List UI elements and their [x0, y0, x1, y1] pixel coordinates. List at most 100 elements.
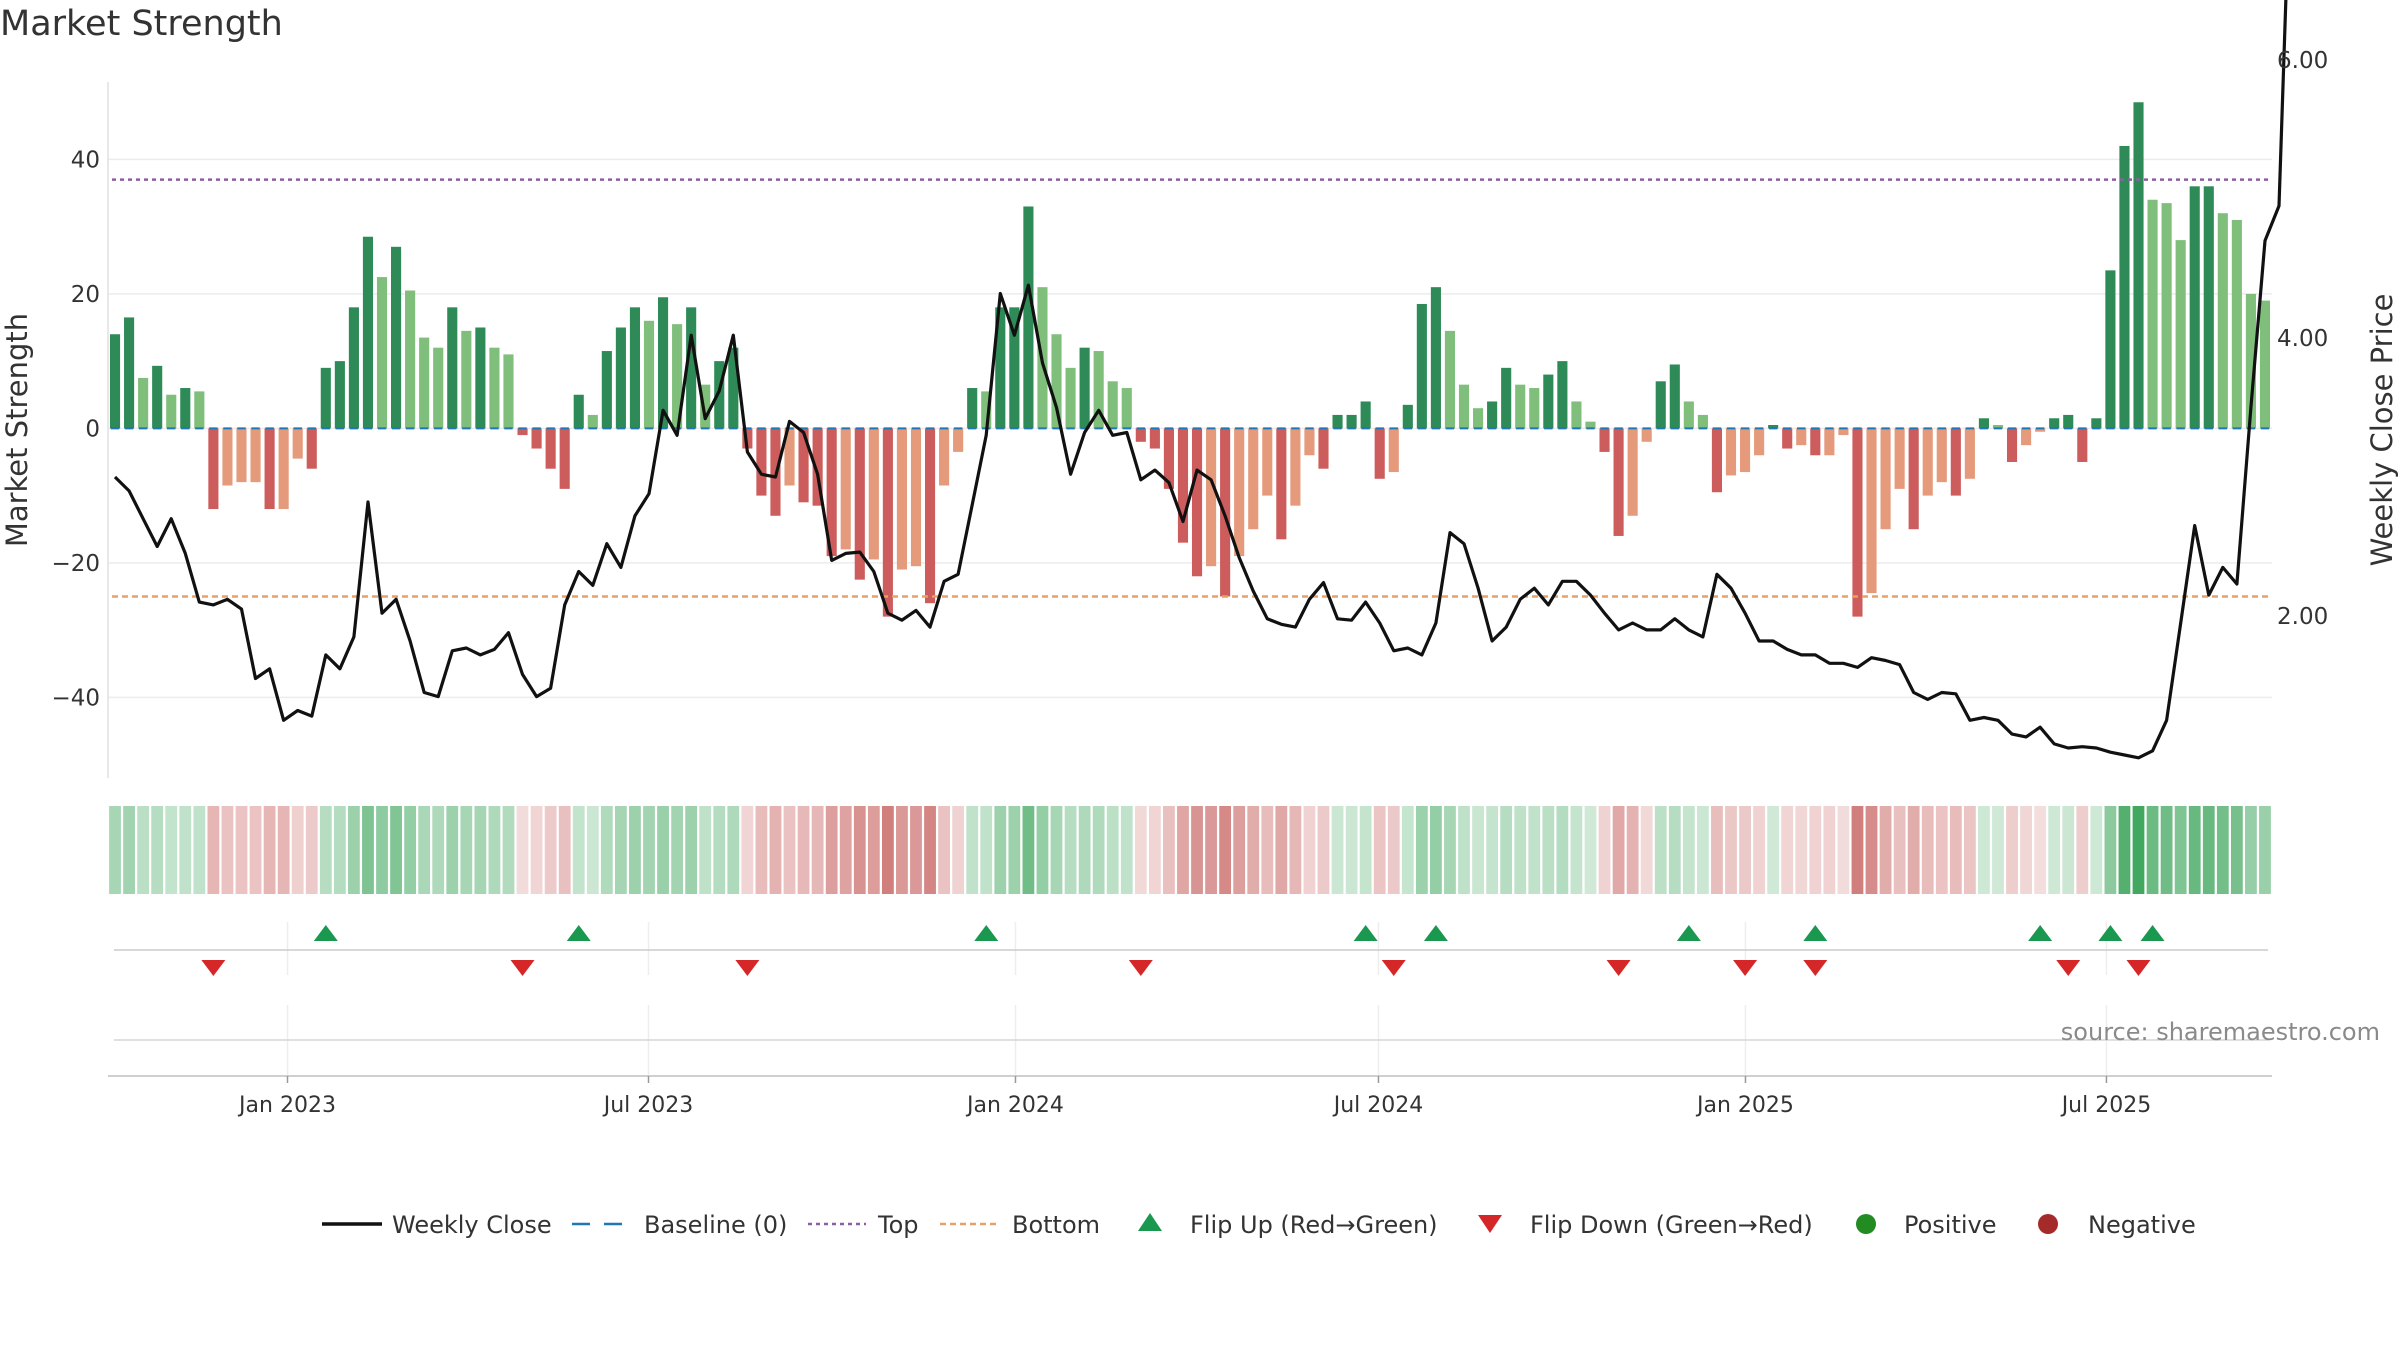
heat-cell — [1696, 806, 1709, 894]
heat-cell — [1626, 806, 1639, 894]
strength-bar — [433, 347, 444, 429]
strength-bar — [601, 351, 612, 429]
heat-cell — [2006, 806, 2018, 894]
strength-bar — [1234, 428, 1245, 557]
heat-cell — [1120, 806, 1133, 894]
strength-bar — [1444, 330, 1456, 429]
heat-cell — [1387, 806, 1400, 894]
flip-down-marker — [1606, 960, 1631, 976]
legend-label: Bottom — [1012, 1211, 1100, 1239]
heat-cell — [1921, 806, 1934, 894]
y-tick-label: 20 — [71, 282, 100, 308]
heat-cell — [390, 806, 402, 894]
strength-bar — [166, 394, 177, 429]
strength-bar — [798, 428, 809, 503]
strength-bar — [2147, 199, 2158, 429]
heat-cell — [446, 806, 459, 894]
heat-cell — [1668, 806, 1681, 894]
strength-bar — [1725, 428, 1737, 476]
heat-cell — [2174, 806, 2187, 894]
heat-cell — [1500, 806, 1513, 894]
heat-cell — [994, 806, 1007, 894]
heat-cell — [1879, 806, 1892, 894]
strength-bar — [2063, 414, 2074, 429]
heat-cell — [825, 806, 838, 894]
heat-cell — [2118, 806, 2131, 894]
strength-bar — [1992, 425, 2004, 429]
strength-bar — [1501, 367, 1512, 429]
heat-cell — [2020, 806, 2032, 894]
legend-item-bottom: Bottom — [940, 1211, 1100, 1239]
heat-cell — [600, 806, 613, 894]
heat-cell — [1472, 806, 1484, 894]
strength-bar — [1655, 381, 1666, 429]
strength-bar — [924, 428, 936, 604]
heat-cell — [1809, 806, 1822, 894]
heat-cell — [544, 806, 557, 894]
flip-down-marker — [1381, 960, 1406, 976]
heat-cell — [193, 806, 206, 894]
heat-cell — [671, 806, 684, 894]
heat-cell — [1430, 806, 1442, 894]
heat-cell — [277, 806, 290, 894]
heat-cell — [1415, 806, 1428, 894]
strength-bar — [2175, 240, 2186, 429]
heat-cell — [938, 806, 950, 894]
x-tick-label: Jan 2025 — [1695, 1093, 1794, 1118]
flip-up-marker — [1423, 925, 1448, 941]
heat-cell — [1907, 806, 1920, 894]
strength-bar — [2217, 213, 2228, 429]
strength-bar — [1093, 351, 1104, 429]
strength-bar — [391, 246, 402, 429]
strength-heat-strip — [109, 806, 2271, 894]
strength-bar — [686, 307, 697, 429]
strength-bar — [2091, 418, 2102, 429]
strength-bar — [1065, 367, 1076, 429]
legend-item-flip-down: Flip Down (Green→Red) — [1478, 1211, 1813, 1239]
strength-bar — [1458, 384, 1470, 429]
strength-bar — [981, 391, 992, 429]
heat-cell — [2216, 806, 2229, 894]
heat-cell — [404, 806, 417, 894]
heat-cell — [2245, 806, 2257, 894]
heat-cell — [1233, 806, 1246, 894]
strength-bar — [1191, 428, 1203, 577]
heat-cell — [516, 806, 529, 894]
strength-bar — [362, 236, 374, 429]
legend-item-positive: Positive — [1856, 1211, 1997, 1239]
y-tick-label: 40 — [71, 147, 100, 173]
heat-cell — [713, 806, 726, 894]
strength-bar — [1697, 414, 1708, 429]
strength-bar — [1824, 428, 1835, 456]
strength-bar — [1529, 388, 1540, 429]
strength-bar — [1711, 428, 1723, 493]
heat-cell — [165, 806, 178, 894]
strength-bar — [1009, 307, 1020, 429]
heat-cell — [1219, 806, 1232, 894]
strength-bar — [1585, 421, 1596, 429]
strength-bar — [826, 428, 837, 557]
heat-cell — [460, 806, 473, 894]
heat-cell — [1865, 806, 1878, 894]
x-tick-label: Jul 2024 — [1332, 1093, 1424, 1118]
strength-bar — [1023, 206, 1034, 429]
legend-item-negative: Negative — [2038, 1211, 2196, 1239]
strength-bar — [728, 347, 739, 429]
heat-cell — [769, 806, 782, 894]
legend-label: Flip Down (Green→Red) — [1530, 1211, 1813, 1239]
heat-cell — [1345, 806, 1358, 894]
strength-bar — [250, 428, 261, 483]
heat-cell — [1837, 806, 1850, 894]
heat-cell — [755, 806, 768, 894]
strength-bar — [2077, 428, 2088, 462]
heat-cell — [839, 806, 852, 894]
y2-tick-label: 6.00 — [2277, 48, 2328, 74]
strength-bar — [2161, 203, 2172, 429]
heat-cell — [1556, 806, 1569, 894]
flip-down-marker — [2056, 960, 2081, 976]
heat-cell — [1317, 806, 1330, 894]
heat-cell — [727, 806, 740, 894]
heat-cell — [685, 806, 698, 894]
strength-bar — [419, 337, 430, 429]
strength-bar — [1248, 428, 1259, 530]
